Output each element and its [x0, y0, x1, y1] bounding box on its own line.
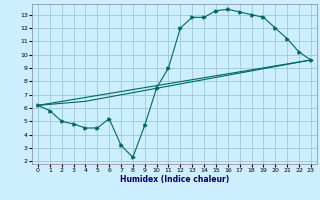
- X-axis label: Humidex (Indice chaleur): Humidex (Indice chaleur): [120, 175, 229, 184]
